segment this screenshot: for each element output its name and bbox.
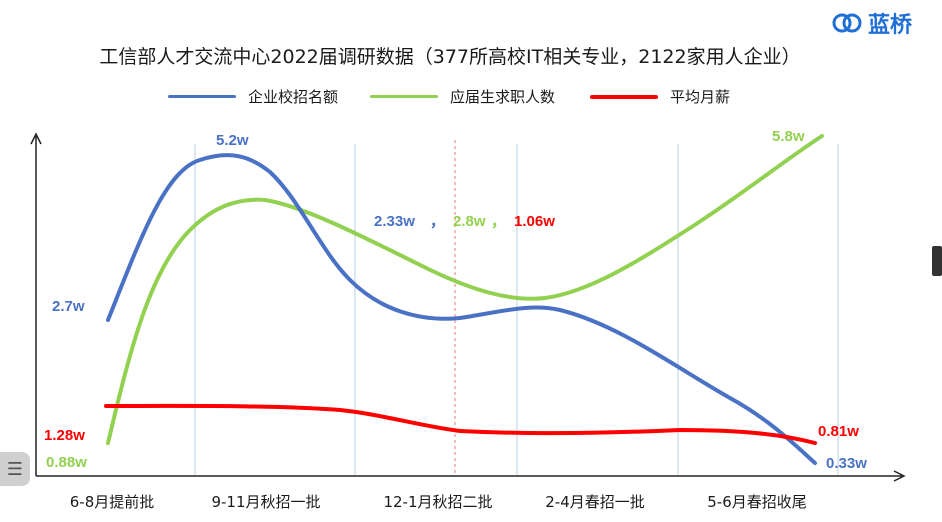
legend-swatch-blue xyxy=(168,95,236,98)
right-edge-handle[interactable] xyxy=(932,246,942,276)
y-axis-arrow xyxy=(30,132,42,145)
data-label-mid-blue: 2.33w xyxy=(374,213,415,230)
x-axis-arrow xyxy=(893,470,906,482)
legend-label-red: 平均月薪 xyxy=(670,88,731,106)
legend-item-blue: 企业校招名额 xyxy=(168,86,338,107)
data-label-mid-sep2: ， xyxy=(491,213,506,230)
data-label-green-end: 5.8w xyxy=(772,128,805,145)
legend-item-red: 平均月薪 xyxy=(590,86,730,107)
series-line-blue xyxy=(106,153,817,465)
legend-swatch-red xyxy=(590,94,658,99)
data-label-mid-sep1: ， xyxy=(430,213,445,230)
legend-label-green: 应届生求职人数 xyxy=(450,88,556,106)
data-labels: 2.7w 5.2w 2.33w ， 2.8w ， 1.06w 5.8w 1.28… xyxy=(44,128,867,472)
legend-swatch-green xyxy=(370,95,438,98)
x-tick-labels: 6-8月提前批 9-11月秋招一批 12-1月秋招二批 2-4月春招一批 5-6… xyxy=(70,493,807,511)
legend-item-green: 应届生求职人数 xyxy=(370,86,555,107)
chart-title: 工信部人才交流中心2022届调研数据（377所高校IT相关专业，2122家用人企… xyxy=(99,46,801,68)
logo-text: 蓝桥 xyxy=(868,13,913,38)
side-menu-button[interactable]: ☰ xyxy=(0,452,30,486)
data-label-mid-green: 2.8w xyxy=(453,213,486,230)
axes xyxy=(30,132,906,482)
legend-label-blue: 企业校招名额 xyxy=(248,88,339,106)
x-tick-label-1: 6-8月提前批 xyxy=(70,493,155,511)
series-line-red xyxy=(104,403,817,445)
x-tick-label-3: 12-1月秋招二批 xyxy=(383,493,492,511)
series-line-green xyxy=(106,134,824,445)
brand-logo: 蓝桥 xyxy=(832,8,932,38)
data-label-red-end: 0.81w xyxy=(818,423,859,440)
data-label-blue-start: 2.7w xyxy=(52,298,85,315)
menu-lines-icon: ☰ xyxy=(6,458,24,480)
data-label-red-start: 1.28w xyxy=(44,427,85,444)
x-tick-label-4: 2-4月春招一批 xyxy=(545,493,645,511)
x-tick-label-5: 5-6月春招收尾 xyxy=(707,493,807,511)
x-tick-label-2: 9-11月秋招一批 xyxy=(211,493,320,511)
logo-icon xyxy=(832,13,862,33)
data-label-blue-peak: 5.2w xyxy=(216,132,249,149)
data-label-mid-red: 1.06w xyxy=(514,213,555,230)
data-label-blue-end: 0.33w xyxy=(826,455,867,472)
data-label-green-start: 0.88w xyxy=(46,454,87,471)
